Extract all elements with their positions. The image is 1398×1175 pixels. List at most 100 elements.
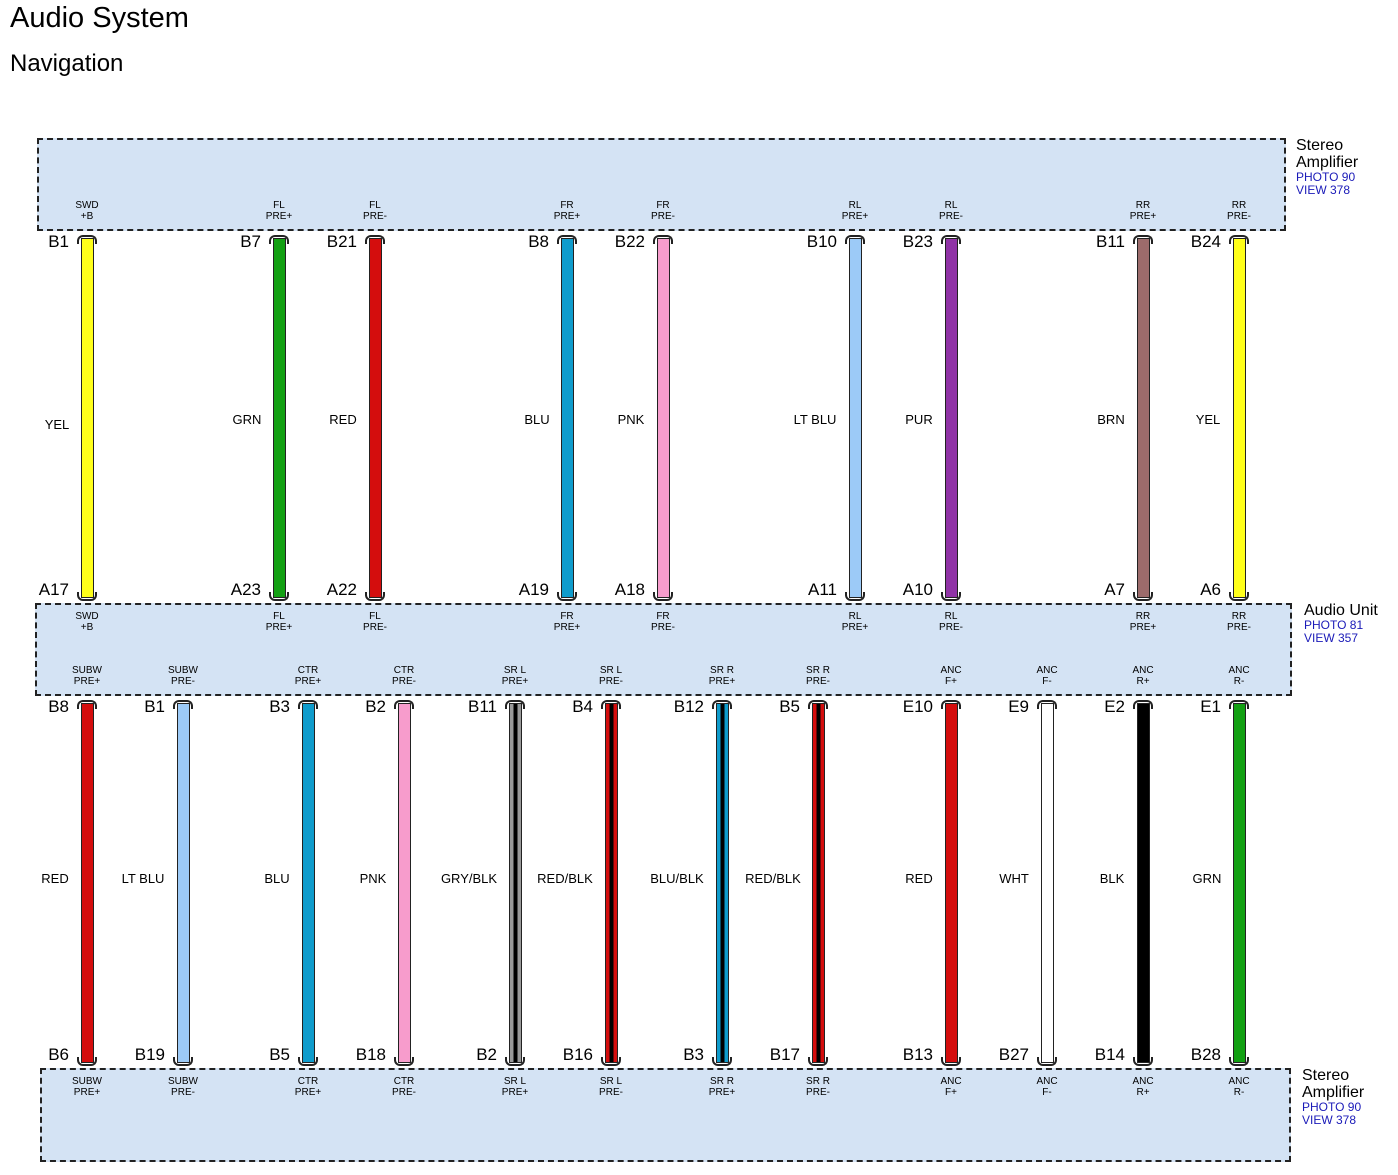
signal-text: RR bbox=[1231, 200, 1247, 211]
connector-terminal-icon bbox=[77, 700, 97, 709]
wire-red-blk bbox=[811, 703, 825, 1063]
pin-signal-label: FR PRE+ bbox=[532, 200, 602, 222]
pin-number: B11 bbox=[468, 697, 497, 716]
signal-text: PRE+ bbox=[73, 1087, 101, 1098]
wire-lt-blu bbox=[848, 238, 862, 598]
wire-pnk bbox=[656, 238, 670, 598]
connector-terminal-icon bbox=[1133, 235, 1153, 244]
photo-ref-link[interactable]: PHOTO 90 bbox=[1296, 170, 1356, 184]
signal-text: ANC bbox=[1132, 665, 1154, 676]
wire-lt-blu bbox=[176, 703, 190, 1063]
connector-terminal-icon bbox=[77, 592, 97, 601]
wire-blu bbox=[560, 238, 574, 598]
wire-color-label: PUR bbox=[905, 412, 933, 427]
pin-signal-label: SUBW PRE- bbox=[148, 665, 218, 687]
signal-text: RL bbox=[944, 200, 958, 211]
signal-text: R+ bbox=[1136, 1087, 1150, 1098]
signal-text: ANC bbox=[1228, 665, 1250, 676]
signal-text: FL bbox=[369, 200, 381, 211]
pin-number: A11 bbox=[808, 580, 837, 599]
wire-color-label: RED bbox=[41, 871, 69, 886]
signal-text: PRE- bbox=[1227, 622, 1251, 633]
wire-color-label: PNK bbox=[359, 871, 387, 886]
signal-text: CTR bbox=[297, 665, 319, 676]
component-name: Amplifier bbox=[1296, 154, 1359, 171]
signal-text: ANC bbox=[1036, 665, 1058, 676]
wire-brn bbox=[1136, 238, 1150, 598]
signal-text: SWD bbox=[75, 200, 99, 211]
signal-text: ANC bbox=[1036, 1076, 1058, 1087]
pin-signal-label: RR PRE- bbox=[1204, 200, 1274, 222]
wire-pur bbox=[944, 238, 958, 598]
signal-text: CTR bbox=[297, 1076, 319, 1087]
pin-number: A22 bbox=[326, 580, 357, 599]
wire-red bbox=[944, 703, 958, 1063]
connector-terminal-icon bbox=[394, 700, 414, 709]
wire-red bbox=[80, 703, 94, 1063]
pin-number: B24 bbox=[1190, 232, 1221, 251]
pin-number: A23 bbox=[230, 580, 261, 599]
pin-number: B13 bbox=[902, 1045, 933, 1064]
signal-text: PRE- bbox=[806, 676, 830, 687]
signal-text: R+ bbox=[1136, 676, 1150, 687]
pin-signal-label: ANC F+ bbox=[916, 665, 986, 687]
signal-text: FL bbox=[369, 611, 381, 622]
photo-ref-link[interactable]: PHOTO 81 bbox=[1304, 618, 1364, 632]
pin-number: A18 bbox=[614, 580, 645, 599]
wire-color-label: BRN bbox=[1097, 412, 1125, 427]
signal-text: SWD bbox=[75, 611, 99, 622]
pin-number: B16 bbox=[562, 1045, 593, 1064]
signal-text: ANC bbox=[940, 1076, 962, 1087]
signal-text: FR bbox=[560, 200, 574, 211]
pin-signal-label: ANC R- bbox=[1204, 665, 1274, 687]
pin-number: B22 bbox=[614, 232, 645, 251]
pin-number: B3 bbox=[269, 697, 290, 716]
connector-terminal-icon bbox=[712, 700, 732, 709]
connector-terminal-icon bbox=[1133, 1057, 1153, 1066]
signal-text: PRE+ bbox=[501, 676, 529, 687]
pin-number: B4 bbox=[572, 697, 593, 716]
signal-text: F- bbox=[1042, 676, 1052, 687]
pin-signal-label: RL PRE+ bbox=[820, 611, 890, 633]
pin-number: B11 bbox=[1096, 232, 1125, 251]
pin-signal-label: SUBW PRE+ bbox=[52, 1076, 122, 1098]
pin-number: A6 bbox=[1200, 580, 1221, 599]
signal-text: CTR bbox=[393, 1076, 415, 1087]
signal-text: PRE- bbox=[939, 211, 963, 222]
page-subtitle: Navigation bbox=[10, 50, 124, 77]
connector-terminal-icon bbox=[298, 700, 318, 709]
signal-text: SR R bbox=[710, 665, 734, 676]
pin-signal-label: SR L PRE- bbox=[576, 665, 646, 687]
wire-yel bbox=[1232, 238, 1246, 598]
wire-blu bbox=[301, 703, 315, 1063]
pin-signal-label: FL PRE- bbox=[340, 611, 410, 633]
wire-blu-blk bbox=[715, 703, 729, 1063]
signal-text: PRE- bbox=[939, 622, 963, 633]
pin-signal-label: ANC F- bbox=[1012, 1076, 1082, 1098]
pin-signal-label: RR PRE- bbox=[1204, 611, 1274, 633]
wire-color-label: YEL bbox=[44, 417, 70, 432]
wire-color-label: BLK bbox=[1099, 871, 1125, 886]
pin-number: B10 bbox=[806, 232, 837, 251]
signal-text: SR L bbox=[503, 665, 527, 676]
pin-number: B8 bbox=[48, 697, 69, 716]
pin-signal-label: FR PRE+ bbox=[532, 611, 602, 633]
pin-signal-label: FL PRE+ bbox=[244, 200, 314, 222]
wire-color-label: LT BLU bbox=[121, 871, 165, 886]
view-ref-link[interactable]: VIEW 378 bbox=[1302, 1113, 1357, 1127]
connector-terminal-icon bbox=[505, 700, 525, 709]
pin-signal-label: SR L PRE+ bbox=[480, 1076, 550, 1098]
signal-text: R- bbox=[1233, 1087, 1245, 1098]
signal-text: PRE+ bbox=[1129, 211, 1157, 222]
pin-number: E10 bbox=[902, 697, 933, 716]
audio-unit-label: Audio Unit PHOTO 81 VIEW 357 bbox=[1304, 602, 1378, 645]
connector-terminal-icon bbox=[1229, 700, 1249, 709]
connector-terminal-icon bbox=[941, 592, 961, 601]
signal-text: PRE- bbox=[651, 211, 675, 222]
connector-terminal-icon bbox=[1133, 700, 1153, 709]
photo-ref-link[interactable]: PHOTO 90 bbox=[1302, 1100, 1362, 1114]
pin-signal-label: SR R PRE+ bbox=[687, 1076, 757, 1098]
wire-gry-blk bbox=[508, 703, 522, 1063]
view-ref-link[interactable]: VIEW 357 bbox=[1304, 631, 1359, 645]
view-ref-link[interactable]: VIEW 378 bbox=[1296, 183, 1351, 197]
